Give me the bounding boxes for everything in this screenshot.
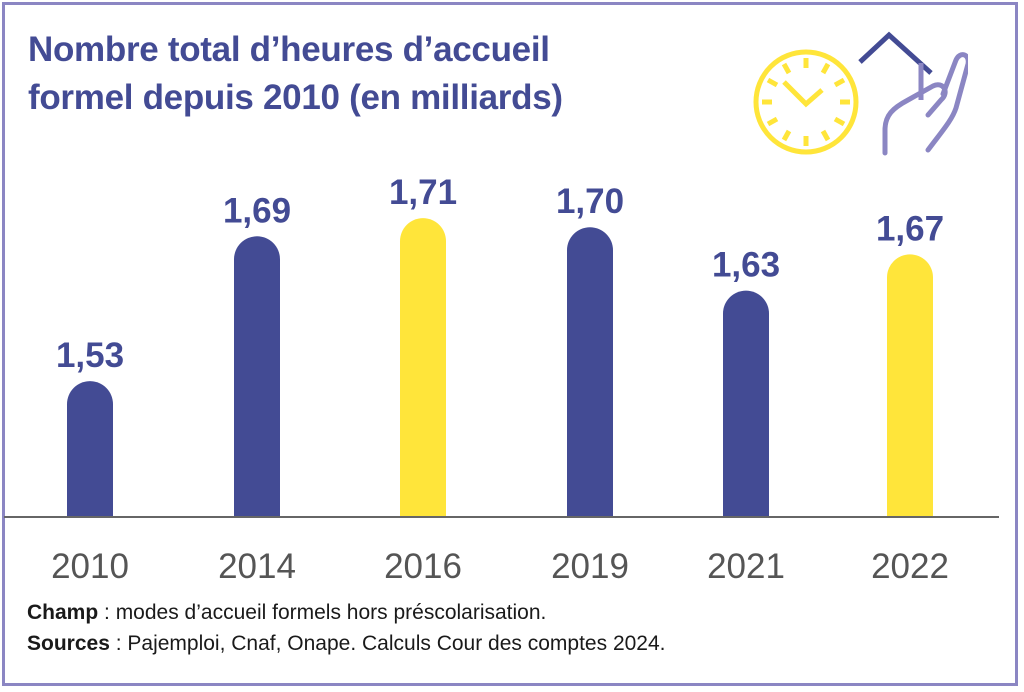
bar-2014: [234, 236, 280, 517]
bar-2019: [567, 227, 613, 517]
bars-group: [67, 218, 933, 517]
x-tick-2022: 2022: [871, 547, 949, 586]
chart-notes: Champ : modes d’accueil formels hors pré…: [27, 597, 666, 659]
value-label-2019: 1,70: [556, 182, 624, 221]
value-label-2022: 1,67: [876, 209, 944, 248]
sources-label: Sources: [27, 632, 110, 655]
bar-2021: [723, 290, 769, 517]
bar-2022: [887, 254, 933, 517]
chart-title-line-2: formel depuis 2010 (en milliards): [28, 78, 563, 117]
bar-2010: [67, 381, 113, 517]
chart-title-line-1: Nombre total d’heures d’accueil: [28, 30, 550, 69]
x-tick-2019: 2019: [551, 547, 629, 586]
x-tick-labels-group: 2010 2014 2016 2019 2021 2022: [51, 547, 949, 586]
sources-note: Sources : Pajemploi, Cnaf, Onape. Calcul…: [27, 628, 666, 659]
clock-house-hand-icon: [753, 31, 968, 156]
champ-label: Champ: [27, 601, 99, 624]
x-tick-2016: 2016: [384, 547, 462, 586]
champ-note: Champ : modes d’accueil formels hors pré…: [27, 597, 666, 628]
x-tick-2021: 2021: [707, 547, 785, 586]
value-label-2010: 1,53: [56, 336, 124, 375]
value-label-2014: 1,69: [223, 191, 291, 230]
chart-title: Nombre total d’heures d’accueil formel d…: [28, 26, 563, 122]
x-tick-2014: 2014: [218, 547, 296, 586]
champ-text: : modes d’accueil formels hors préscolar…: [98, 601, 547, 624]
value-labels-group: 1,53 1,69 1,71 1,70 1,63 1,67: [56, 173, 944, 375]
clock-icon: [753, 49, 859, 155]
sources-text: : Pajemploi, Cnaf, Onape. Calculs Cour d…: [109, 632, 666, 655]
value-label-2016: 1,71: [389, 173, 457, 212]
x-tick-2010: 2010: [51, 547, 129, 586]
bar-2016: [400, 218, 446, 517]
value-label-2021: 1,63: [712, 246, 780, 285]
house-roof-icon: [858, 31, 933, 75]
hand-icon: [882, 52, 968, 156]
